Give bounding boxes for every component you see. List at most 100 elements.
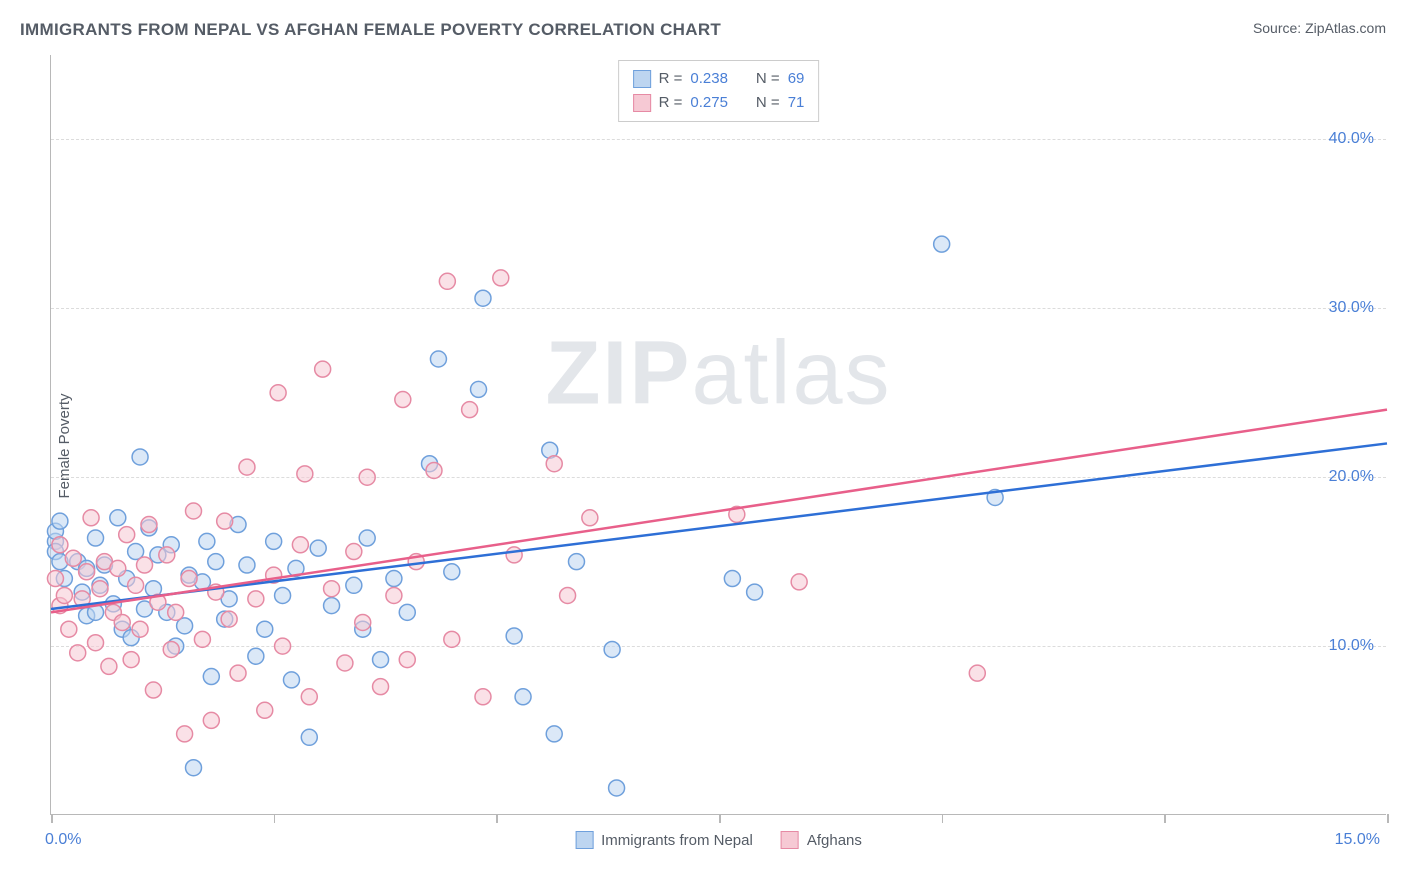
scatter-point [119, 527, 135, 543]
legend-swatch-pink-2 [781, 831, 799, 849]
scatter-point [546, 726, 562, 742]
scatter-point [145, 682, 161, 698]
scatter-point [724, 571, 740, 587]
scatter-point [346, 544, 362, 560]
scatter-point [65, 550, 81, 566]
scatter-point [444, 631, 460, 647]
scatter-point [110, 510, 126, 526]
legend-stats: R = 0.238 N = 69 R = 0.275 N = 71 [618, 60, 820, 122]
scatter-point [604, 641, 620, 657]
scatter-point [426, 462, 442, 478]
legend-swatch-pink [633, 94, 651, 112]
scatter-point [101, 658, 117, 674]
legend-item-2: Afghans [781, 831, 862, 849]
scatter-point [444, 564, 460, 580]
legend-swatch-blue [633, 70, 651, 88]
scatter-point [430, 351, 446, 367]
source-label: Source: [1253, 20, 1305, 36]
scatter-point [359, 469, 375, 485]
scatter-point [168, 604, 184, 620]
scatter-point [239, 459, 255, 475]
scatter-point [439, 273, 455, 289]
scatter-point [493, 270, 509, 286]
scatter-svg [51, 55, 1386, 814]
trend-line [51, 410, 1387, 613]
n-label: N = [756, 67, 780, 91]
r-value-1: 0.238 [690, 67, 728, 91]
scatter-point [301, 689, 317, 705]
n-label-2: N = [756, 91, 780, 115]
scatter-point [47, 571, 63, 587]
scatter-point [52, 513, 68, 529]
scatter-point [79, 564, 95, 580]
scatter-point [546, 456, 562, 472]
scatter-point [568, 554, 584, 570]
plot-area: ZIPatlas 10.0%20.0%30.0%40.0% R = 0.238 … [50, 55, 1386, 815]
scatter-point [315, 361, 331, 377]
chart-title: IMMIGRANTS FROM NEPAL VS AFGHAN FEMALE P… [20, 20, 721, 40]
x-tick-label-min: 0.0% [45, 831, 81, 849]
legend-series: Immigrants from Nepal Afghans [575, 831, 862, 849]
x-tick [942, 814, 944, 823]
scatter-point [399, 652, 415, 668]
scatter-point [266, 533, 282, 549]
scatter-point [203, 712, 219, 728]
x-tick [719, 814, 721, 823]
scatter-point [248, 648, 264, 664]
source-attribution: Source: ZipAtlas.com [1253, 20, 1386, 36]
scatter-point [386, 571, 402, 587]
scatter-point [186, 760, 202, 776]
scatter-point [324, 581, 340, 597]
scatter-point [283, 672, 299, 688]
scatter-point [582, 510, 598, 526]
legend-item-1: Immigrants from Nepal [575, 831, 753, 849]
scatter-point [324, 598, 340, 614]
scatter-point [462, 402, 478, 418]
scatter-point [346, 577, 362, 593]
scatter-point [199, 533, 215, 549]
scatter-point [110, 560, 126, 576]
scatter-point [359, 530, 375, 546]
source-name: ZipAtlas.com [1305, 20, 1386, 36]
scatter-point [310, 540, 326, 556]
legend-stats-row-1: R = 0.238 N = 69 [633, 67, 805, 91]
x-tick [51, 814, 53, 823]
scatter-point [132, 621, 148, 637]
scatter-point [132, 449, 148, 465]
scatter-point [137, 557, 153, 573]
x-tick [496, 814, 498, 823]
scatter-point [203, 669, 219, 685]
scatter-point [208, 554, 224, 570]
scatter-point [515, 689, 531, 705]
scatter-point [239, 557, 255, 573]
x-tick [1387, 814, 1389, 823]
scatter-point [163, 641, 179, 657]
scatter-point [159, 547, 175, 563]
legend-label-1: Immigrants from Nepal [601, 832, 753, 849]
n-value-2: 71 [788, 91, 805, 115]
x-tick-label-max: 15.0% [1335, 831, 1380, 849]
scatter-point [471, 381, 487, 397]
n-value-1: 69 [788, 67, 805, 91]
scatter-point [270, 385, 286, 401]
scatter-point [373, 652, 389, 668]
scatter-point [275, 587, 291, 603]
scatter-point [386, 587, 402, 603]
scatter-point [70, 645, 86, 661]
chart-container: IMMIGRANTS FROM NEPAL VS AFGHAN FEMALE P… [0, 0, 1406, 892]
scatter-point [934, 236, 950, 252]
r-value-2: 0.275 [690, 91, 728, 115]
scatter-point [297, 466, 313, 482]
scatter-point [114, 614, 130, 630]
legend-swatch-blue-2 [575, 831, 593, 849]
scatter-point [355, 614, 371, 630]
scatter-point [337, 655, 353, 671]
scatter-point [257, 702, 273, 718]
x-tick [1164, 814, 1166, 823]
scatter-point [52, 537, 68, 553]
scatter-point [475, 290, 491, 306]
scatter-point [609, 780, 625, 796]
scatter-point [128, 577, 144, 593]
scatter-point [181, 571, 197, 587]
scatter-point [257, 621, 273, 637]
